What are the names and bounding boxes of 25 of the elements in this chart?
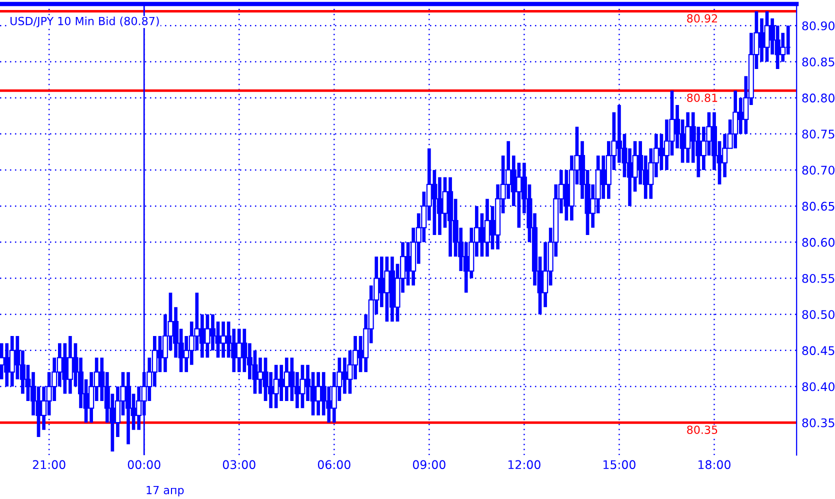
ref-line-label: 80.35 [687, 426, 718, 434]
x-tick-label: 21:00 [32, 460, 66, 470]
text: USD/JPY 10 Min Bid (80.87) [10, 16, 159, 28]
y-tick-label: 80.80 [802, 94, 834, 102]
y-tick-label: 80.90 [802, 21, 834, 30]
x-tick-label: 00:00 [128, 460, 160, 470]
y-tick-label: 80.35 [802, 418, 834, 428]
y-tick-label: 80.40 [802, 382, 834, 392]
y-tick-label: 80.55 [802, 274, 834, 283]
x-tick-label: 18:00 [698, 460, 730, 470]
y-tick-label: 80.85 [802, 57, 834, 66]
y-tick-label: 80.70 [802, 166, 834, 175]
y-tick-label: 80.65 [802, 202, 834, 211]
ref-line-label: 80.81 [687, 94, 718, 102]
x-tick-label: 09:00 [412, 460, 446, 470]
x-tick-label: 06:00 [318, 460, 350, 470]
ref-line-label: 80.92 [687, 14, 718, 23]
x-tick-label: 15:00 [604, 460, 636, 470]
y-tick-label: 80.60 [802, 238, 834, 247]
y-tick-label: 80.75 [802, 130, 834, 139]
x-tick-label: 03:00 [222, 460, 256, 470]
ref-line-label: 17 апр [146, 486, 184, 496]
y-tick-label: 80.50 [802, 310, 834, 319]
x-tick-label: 12:00 [508, 460, 540, 470]
y-tick-label: 80.45 [802, 346, 834, 356]
